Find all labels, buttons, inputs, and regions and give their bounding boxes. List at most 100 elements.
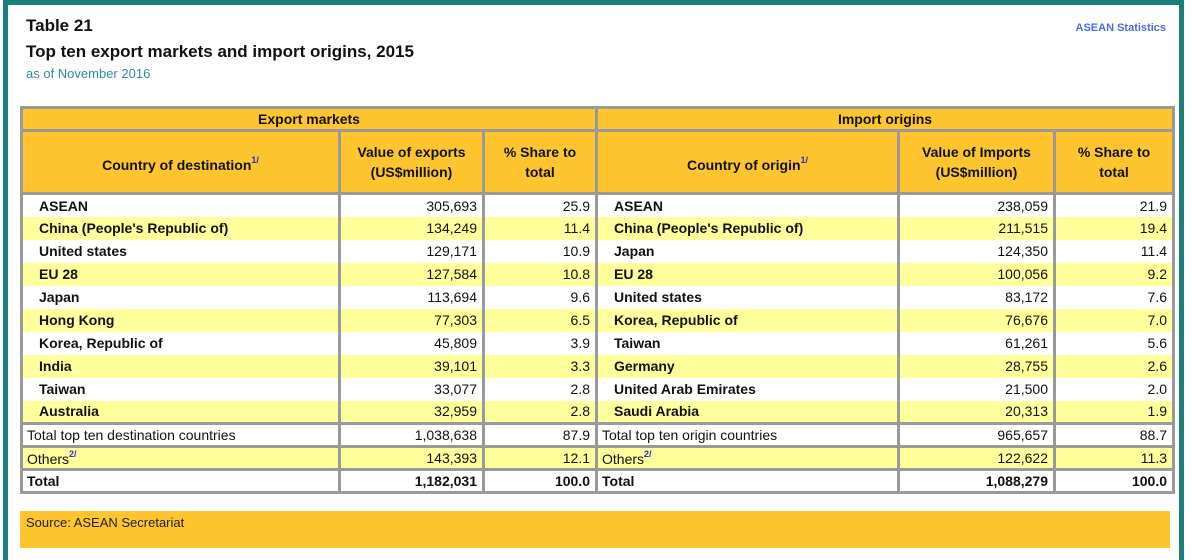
import-country-cell: United states	[595, 285, 900, 309]
import-value-cell: 76,676	[897, 308, 1056, 332]
export-top-ten-share: 87.9	[482, 422, 598, 448]
export-value-cell: 77,303	[338, 308, 485, 332]
col-header-origin: Country of origin1/	[595, 129, 900, 195]
export-country-cell: Korea, Republic of	[20, 331, 341, 355]
grand-total-row: Total 1,182,031 100.0 Total 1,088,279 10…	[20, 468, 1176, 494]
export-total-share: 100.0	[482, 468, 598, 494]
import-country-cell: EU 28	[595, 262, 900, 286]
col-header-export-share-line1: % Share to	[503, 144, 577, 160]
table-row: Japan 113,694 9.6 United states 83,172 7.6	[20, 285, 1176, 309]
import-others-value: 122,622	[897, 445, 1056, 471]
export-value-cell: 32,959	[338, 400, 485, 425]
import-others-label: Others2/	[595, 445, 900, 471]
import-value-cell: 83,172	[897, 285, 1056, 309]
import-total-value: 1,088,279	[897, 468, 1056, 494]
export-value-cell: 113,694	[338, 285, 485, 309]
import-share-cell: 7.6	[1052, 285, 1176, 309]
col-header-destination: Country of destination1/	[20, 129, 341, 195]
export-share-cell: 6.5	[482, 308, 598, 332]
export-country-cell: United states	[20, 239, 341, 263]
export-share-cell: 3.9	[482, 331, 598, 355]
col-header-import-value-line1: Value of Imports	[922, 144, 1031, 160]
others-row: Others2/ 143,393 12.1 Others2/ 122,622 1…	[20, 445, 1176, 471]
footnote-1-link[interactable]: 1/	[800, 154, 809, 165]
import-value-cell: 100,056	[897, 262, 1056, 286]
export-country-cell: EU 28	[20, 262, 341, 286]
import-value-cell: 61,261	[897, 331, 1056, 355]
import-others-text: Others	[602, 451, 645, 467]
col-header-destination-label: Country of destination	[102, 156, 252, 173]
import-country-cell: China (People's Republic of)	[595, 216, 900, 240]
table-row: Korea, Republic of 45,809 3.9 Taiwan 61,261 5…	[20, 331, 1176, 355]
export-value-cell: 134,249	[338, 216, 485, 240]
export-value-cell: 129,171	[338, 239, 485, 263]
table-row: ASEAN 305,693 25.9 ASEAN 238,059 21.9	[20, 193, 1176, 217]
table-row: EU 28 127,584 10.8 EU 28 100,056 9.2	[20, 262, 1176, 286]
export-value-cell: 305,693	[338, 193, 485, 217]
footnote-2-link[interactable]: 2/	[69, 449, 77, 460]
table-row: Taiwan 33,077 2.8 United Arab Emirates 21,50…	[20, 377, 1176, 401]
export-share-cell: 3.3	[482, 354, 598, 378]
export-country-cell: Australia	[20, 400, 341, 425]
import-share-cell: 2.6	[1052, 354, 1176, 378]
export-others-value: 143,393	[338, 445, 485, 471]
export-markets-header: Export markets	[20, 106, 598, 132]
table-row: Australia 32,959 2.8 Saudi Arabia 20,313 1.9	[20, 400, 1176, 425]
export-share-cell: 10.9	[482, 239, 598, 263]
import-top-ten-label: Total top ten origin countries	[595, 422, 900, 448]
export-others-text: Others	[27, 451, 70, 467]
top-ten-total-row: Total top ten destination countries 1,03…	[20, 422, 1176, 448]
import-others-share: 11.3	[1052, 445, 1176, 471]
import-share-cell: 5.6	[1052, 331, 1176, 355]
export-total-label: Total	[20, 468, 341, 494]
footnote-2-link[interactable]: 2/	[644, 449, 652, 460]
import-share-cell: 7.0	[1052, 308, 1176, 332]
export-value-cell: 39,101	[338, 354, 485, 378]
export-country-cell: Japan	[20, 285, 341, 309]
col-header-import-value-line2: (US$million)	[935, 164, 1018, 180]
export-country-cell: Hong Kong	[20, 308, 341, 332]
import-country-cell: Japan	[595, 239, 900, 263]
col-header-export-share-line2: total	[525, 164, 555, 180]
table-row: Hong Kong 77,303 6.5 Korea, Republic of 76,6…	[20, 308, 1176, 332]
col-header-export-value-line1: Value of exports	[357, 144, 466, 160]
import-total-share: 100.0	[1052, 468, 1176, 494]
import-value-cell: 238,059	[897, 193, 1056, 217]
export-share-cell: 9.6	[482, 285, 598, 309]
table-title: Top ten export markets and import origin…	[26, 42, 414, 61]
export-others-share: 12.1	[482, 445, 598, 471]
import-country-cell: Saudi Arabia	[595, 400, 900, 425]
import-country-cell: Korea, Republic of	[595, 308, 900, 332]
import-country-cell: Taiwan	[595, 331, 900, 355]
table-row: United states 129,171 10.9 Japan 124,350 11.4	[20, 239, 1176, 263]
col-header-export-value: Value of exports (US$million)	[338, 129, 485, 195]
source-note: Source: ASEAN Secretariat	[20, 511, 1170, 548]
export-value-cell: 33,077	[338, 377, 485, 401]
export-share-cell: 10.8	[482, 262, 598, 286]
import-share-cell: 2.0	[1052, 377, 1176, 401]
col-header-import-share-line1: % Share to	[1077, 144, 1151, 160]
import-value-cell: 21,500	[897, 377, 1056, 401]
table-number: Table 21	[26, 16, 93, 35]
footnote-1-link[interactable]: 1/	[251, 154, 259, 165]
export-others-label: Others2/	[20, 445, 341, 471]
col-header-origin-label: Country of origin	[686, 156, 801, 173]
table-row: India 39,101 3.3 Germany 28,755 2.6	[20, 354, 1176, 378]
export-share-cell: 2.8	[482, 377, 598, 401]
col-header-import-value: Value of Imports (US$million)	[897, 129, 1056, 195]
export-share-cell: 11.4	[482, 216, 598, 240]
col-header-import-share-line2: total	[1099, 164, 1129, 180]
trade-table: Export markets Import origins Country of…	[20, 106, 1176, 494]
import-country-cell: Germany	[595, 354, 900, 378]
export-value-cell: 127,584	[338, 262, 485, 286]
import-share-cell: 1.9	[1052, 400, 1176, 425]
col-header-export-value-line2: (US$million)	[370, 164, 453, 180]
export-share-cell: 25.9	[482, 193, 598, 217]
import-top-ten-share: 88.7	[1052, 422, 1176, 448]
import-country-cell: United Arab Emirates	[595, 377, 900, 401]
import-origins-header: Import origins	[594, 106, 1176, 132]
import-top-ten-value: 965,657	[897, 422, 1056, 448]
import-total-label: Total	[595, 468, 900, 494]
export-country-cell: Taiwan	[20, 377, 341, 401]
col-header-export-share: % Share to total	[482, 129, 598, 195]
